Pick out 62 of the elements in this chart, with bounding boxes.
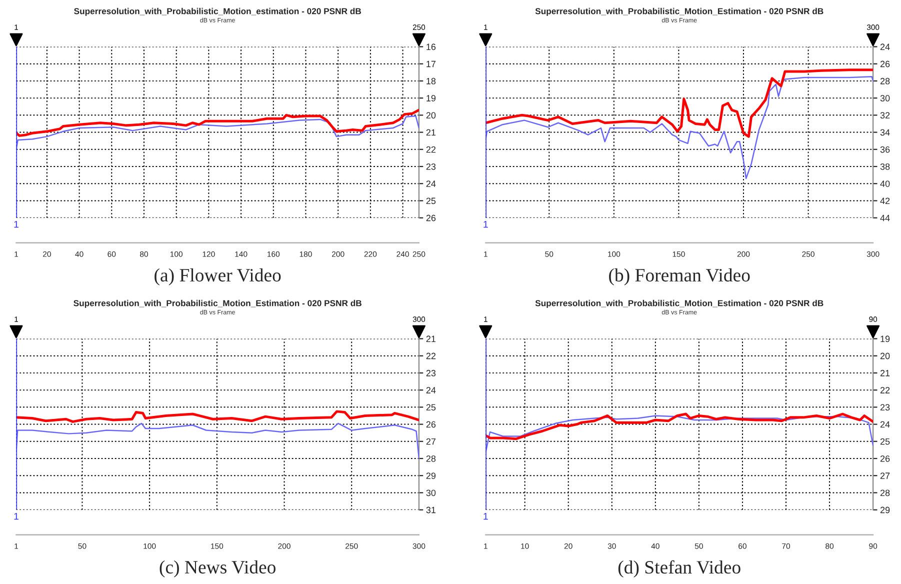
chart-title: Superresolution_with_Probabilistic_Motion_estimation - 020 PSNR dB <box>74 8 361 16</box>
x-axis-title: (a) Flower Video <box>154 268 281 286</box>
y-tick-label: 23 <box>426 370 436 376</box>
y-tick-label: 28 <box>880 78 890 84</box>
line-series <box>486 412 874 440</box>
text: 1 <box>14 220 18 228</box>
line-series <box>16 108 419 137</box>
y-tick-label: 28 <box>426 455 436 462</box>
y-tick-label: 24 <box>880 421 890 428</box>
y-tick-label: 29 <box>880 506 890 514</box>
y-tick-label: 29 <box>426 472 436 479</box>
chart-title: Superresolution_with_Probabilistic_Motion_Estimation - 020 PSNR dB <box>535 300 824 308</box>
y-tick-label: 19 <box>880 336 890 342</box>
y-tick-label: 44 <box>880 214 890 222</box>
y-tick-label: 40 <box>880 180 890 187</box>
y-tick-label: 42 <box>880 198 890 204</box>
line-series <box>486 68 874 138</box>
y-tick-label: 27 <box>426 438 436 445</box>
y-tick-label: 28 <box>880 490 890 496</box>
x-axis-title: (c) News Video <box>160 560 276 578</box>
y-tick-label: 26 <box>426 421 436 428</box>
y-tick-label: 17 <box>426 60 436 68</box>
y-tick-label: 26 <box>426 214 436 222</box>
y-tick-label: 22 <box>426 146 436 153</box>
y-tick-label: 18 <box>426 78 436 84</box>
text: 1 <box>14 512 18 520</box>
y-tick-label: 30 <box>880 95 890 102</box>
y-tick-label: 22 <box>880 387 890 394</box>
y-tick-label: 20 <box>426 112 436 119</box>
x-axis-title: (d) Stefan Video <box>618 560 740 578</box>
y-tick-label: 16 <box>426 44 436 50</box>
text: 1 <box>484 512 488 520</box>
y-tick-label: 38 <box>880 163 890 170</box>
line-series <box>16 410 419 423</box>
chart-title: Superresolution_with_Probabilistic_Motion_Estimation - 020 PSNR dB <box>74 300 362 308</box>
line-series <box>486 76 874 180</box>
x-axis-title: (b) Foreman Video <box>609 268 750 286</box>
text: 1 <box>484 220 488 228</box>
y-tick-label: 23 <box>880 404 890 411</box>
y-tick-label: 23 <box>426 163 436 170</box>
y-tick-label: 34 <box>880 129 890 136</box>
y-tick-label: 24 <box>880 44 890 50</box>
y-tick-label: 36 <box>880 146 890 153</box>
y-tick-label: 26 <box>880 60 890 68</box>
chart-title: Superresolution_with_Probabilistic_Motion_Estimation - 020 PSNR dB <box>535 8 824 16</box>
y-tick-label: 22 <box>426 352 436 360</box>
y-tick-label: 21 <box>426 336 436 342</box>
y-tick-label: 25 <box>880 438 890 445</box>
y-tick-label: 25 <box>426 404 436 411</box>
y-tick-label: 32 <box>880 112 890 119</box>
y-tick-label: 31 <box>426 506 436 514</box>
y-tick-label: 20 <box>880 352 890 360</box>
y-tick-label: 27 <box>880 472 890 479</box>
y-tick-label: 30 <box>426 490 436 496</box>
y-tick-label: 26 <box>880 455 890 462</box>
y-tick-label: 21 <box>880 370 890 376</box>
y-tick-label: 24 <box>426 387 436 394</box>
y-tick-label: 21 <box>426 129 436 136</box>
line-series <box>16 422 419 460</box>
y-tick-label: 19 <box>426 95 436 102</box>
y-tick-label: 25 <box>426 198 436 204</box>
y-tick-label: 24 <box>426 180 436 187</box>
